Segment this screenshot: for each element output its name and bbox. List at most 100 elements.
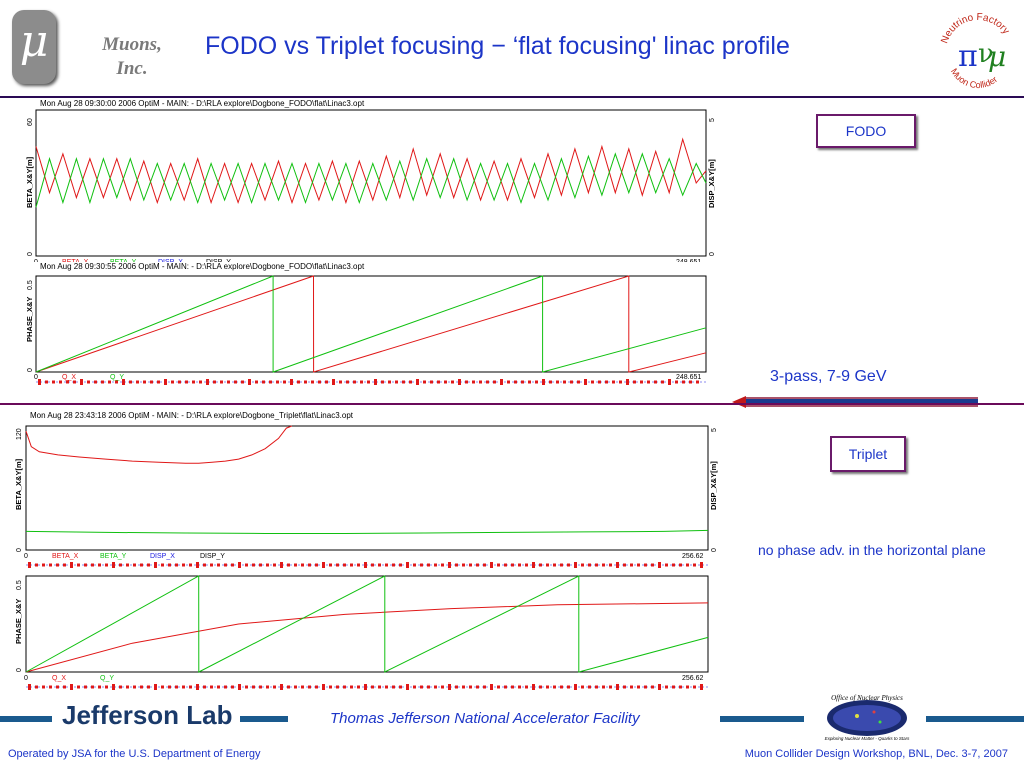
lattice-element [273,563,276,567]
fodo-disp-ylabel: DISP_X&Y[m] [707,159,716,208]
lattice-element [637,563,640,567]
lattice-element [164,379,167,385]
lattice-element [161,685,164,689]
lattice-element [108,380,111,384]
mu-symbol: μ [19,16,49,67]
lattice-element [574,562,577,568]
fodo-phase-xtick-start: 0 [34,374,38,381]
lattice-element [182,563,185,567]
lattice-element [413,563,416,567]
lattice-element [203,685,206,689]
lattice-element [98,563,101,567]
lattice-element [196,684,199,690]
lattice-element [259,563,262,567]
lattice-element [560,685,563,689]
lattice-element [77,563,80,567]
lattice-element [147,563,150,567]
lattice-element [644,685,647,689]
onp-logo-text: Office of Nuclear Physics [831,694,903,702]
series-line-beta-y [25,529,709,534]
lattice-element [371,563,374,567]
triplet-legend-beta-y: BETA_Y [100,553,127,560]
series-line-q-y [25,575,709,673]
lattice-element [322,562,325,568]
triplet-beta-ytick-bottom: 0 [16,548,23,552]
lattice-element [343,685,346,689]
lattice-element [402,380,405,384]
lattice-element [504,685,507,689]
org-name: Muons, Inc. [86,33,178,81]
lattice-element [294,685,297,689]
footer-band-far-right [926,716,1024,722]
footer-band-left [0,716,52,722]
lattice-element [399,685,402,689]
lattice-element [332,379,335,385]
lattice-element [87,380,90,384]
lattice-element [217,563,220,567]
lattice-element [574,684,577,690]
fodo-disp-ytick-bottom: 0 [709,252,716,256]
lattice-element [399,563,402,567]
lattice-element [259,685,262,689]
lattice-element [528,380,531,384]
lattice-element [672,685,675,689]
lattice-element [679,685,682,689]
lattice-element [346,380,349,384]
lattice-element [577,380,580,384]
lattice-element [266,685,269,689]
lattice-element [535,380,538,384]
lattice-element [171,380,174,384]
lattice-element [112,684,115,690]
onp-logo-subtext: Exploring Nuclear Matter - Quarks to Sta… [825,736,911,741]
lattice-element [486,380,489,384]
lattice-element [220,380,223,384]
lattice-element [357,685,360,689]
lattice-element [315,563,318,567]
lattice-element [325,380,328,384]
lattice-element [581,685,584,689]
lattice-element [189,685,192,689]
lattice-element [490,684,493,690]
lattice-element [280,684,283,690]
lattice-element [231,685,234,689]
lattice-element [276,380,279,384]
lattice-element [35,685,38,689]
section-divider [0,403,1024,405]
lattice-element [203,563,206,567]
lattice-element [588,563,591,567]
pass-arrow [732,396,978,408]
lattice-element [388,380,391,384]
lattice-element [560,563,563,567]
triplet-legend-disp-y: DISP_Y [200,553,225,560]
lattice-element [287,685,290,689]
triplet-legend-disp-x: DISP_X [150,553,175,560]
lattice-element [448,684,451,690]
lattice-element [311,380,314,384]
lattice-element [693,563,696,567]
triplet-phase-xtick-end: 256.62 [682,675,704,682]
lattice-element [518,563,521,567]
lattice-element [28,562,31,568]
lattice-element [434,685,437,689]
lattice-element [567,563,570,567]
lattice-element [630,685,633,689]
fodo-disp-ytick-top: 5 [709,118,716,122]
lattice-element [521,380,524,384]
lattice-element [563,380,566,384]
lattice-element [140,563,143,567]
lattice-element [360,380,363,384]
lattice-element [602,685,605,689]
lattice-element [584,379,587,385]
triplet-beta-xtick-start: 0 [24,553,28,560]
lattice-element [539,563,542,567]
lattice-element [105,563,108,567]
triplet-label-box: Triplet [830,436,906,472]
lattice-element [210,685,213,689]
lattice-element [427,563,430,567]
lattice-element [514,380,517,384]
lattice-element [633,380,636,384]
lattice-element [129,380,132,384]
lattice-element [497,563,500,567]
lattice-element [637,685,640,689]
lattice-element [651,685,654,689]
